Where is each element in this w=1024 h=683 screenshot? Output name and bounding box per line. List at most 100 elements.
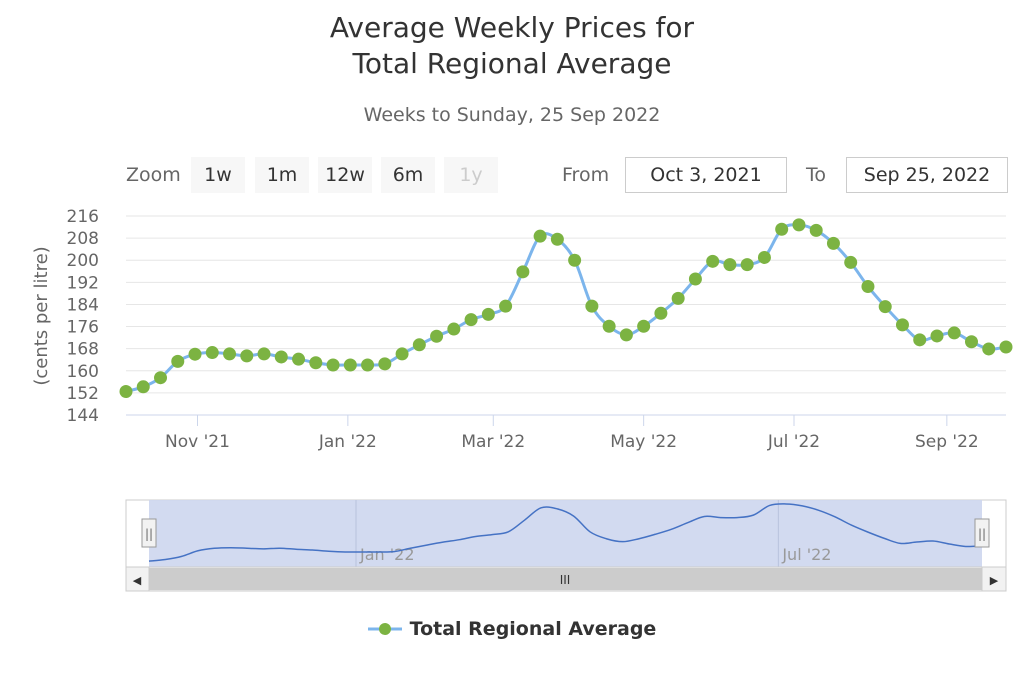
y-tick-label: 216	[67, 207, 99, 227]
chart-subtitle: Weeks to Sunday, 25 Sep 2022	[363, 104, 661, 126]
x-tick-label: Jul '22	[767, 432, 820, 452]
to-label: To	[806, 164, 827, 186]
scrollbar: III ◀ ▶	[125, 566, 1007, 592]
data-point[interactable]	[395, 347, 409, 361]
navigator-selection[interactable]	[149, 500, 982, 567]
data-point[interactable]	[654, 306, 668, 320]
data-point[interactable]	[499, 299, 513, 313]
legend: Total Regional Average	[0, 618, 1024, 642]
data-point[interactable]	[844, 255, 858, 269]
navigator-left-handle-grip: ||	[145, 527, 153, 541]
scrollbar-track[interactable]	[125, 566, 1007, 592]
data-point[interactable]	[947, 326, 961, 340]
data-point[interactable]	[878, 300, 892, 314]
data-point[interactable]	[671, 291, 685, 305]
x-tick-label: Jan '22	[318, 432, 377, 452]
data-point[interactable]	[188, 347, 202, 361]
scrollbar-left-button[interactable]	[125, 566, 150, 592]
data-point[interactable]	[309, 356, 323, 370]
data-point[interactable]	[999, 340, 1013, 354]
series-line-total-regional-average	[125, 223, 1007, 393]
data-point[interactable]	[757, 250, 771, 264]
data-point[interactable]	[274, 350, 288, 364]
data-point[interactable]	[378, 357, 392, 371]
data-point[interactable]	[861, 279, 875, 293]
data-point[interactable]	[550, 232, 564, 246]
data-point[interactable]	[223, 347, 237, 361]
navigator-tick-label: Jan '22	[359, 545, 415, 564]
y-tick-label: 160	[67, 362, 99, 382]
navigator-ticks: Jan '22 Jul '22	[355, 500, 831, 567]
data-point[interactable]	[982, 342, 996, 356]
data-point[interactable]	[516, 265, 530, 279]
zoom-12w-button[interactable]: 12w	[318, 157, 372, 193]
data-point[interactable]	[119, 385, 133, 399]
x-tick-label: Sep '22	[915, 432, 979, 452]
y-tick-label: 152	[67, 384, 99, 404]
data-point[interactable]	[637, 319, 651, 333]
legend-marker-icon	[367, 623, 402, 635]
legend-label: Total Regional Average	[409, 618, 657, 640]
data-point[interactable]	[205, 346, 219, 360]
data-point[interactable]	[464, 313, 478, 327]
data-point[interactable]	[361, 358, 375, 372]
data-point[interactable]	[775, 222, 789, 236]
data-point[interactable]	[412, 338, 426, 352]
data-point[interactable]	[430, 329, 444, 343]
scroll-left-arrow-icon: ◀	[133, 574, 142, 587]
to-date-input[interactable]	[846, 157, 1008, 193]
zoom-1w-button[interactable]: 1w	[191, 157, 245, 193]
y-tick-label: 168	[67, 340, 99, 360]
navigator-tick-label: Jul '22	[781, 545, 831, 564]
navigator: Jan '22 Jul '22 || ||	[125, 499, 1007, 568]
data-point[interactable]	[481, 307, 495, 321]
from-label: From	[562, 164, 610, 186]
x-tick-label: Mar '22	[461, 432, 525, 452]
zoom-6m-button[interactable]: 6m	[381, 157, 435, 193]
legend-item-total-regional-average[interactable]: Total Regional Average	[367, 618, 657, 640]
navigator-right-handle-grip: ||	[978, 527, 986, 541]
data-point[interactable]	[723, 258, 737, 272]
zoom-label: Zoom	[126, 164, 181, 186]
navigator-left-handle[interactable]	[141, 518, 157, 548]
data-point[interactable]	[706, 254, 720, 268]
data-point[interactable]	[826, 236, 840, 250]
data-point[interactable]	[740, 258, 754, 272]
from-date-input[interactable]	[625, 157, 787, 193]
y-tick-label: 208	[67, 229, 99, 249]
navigator-right-handle[interactable]	[974, 518, 990, 548]
data-point[interactable]	[602, 319, 616, 333]
data-point[interactable]	[326, 358, 340, 372]
zoom-1m-button[interactable]: 1m	[255, 157, 309, 193]
data-point[interactable]	[533, 229, 547, 243]
x-tick-label: Nov '21	[165, 432, 230, 452]
data-point[interactable]	[792, 218, 806, 232]
data-point[interactable]	[688, 272, 702, 286]
y-tick-label: 200	[67, 251, 99, 271]
chart-title-line-1: Average Weekly Prices for	[329, 11, 695, 44]
data-point[interactable]	[895, 318, 909, 332]
data-point[interactable]	[964, 335, 978, 349]
data-point[interactable]	[585, 299, 599, 313]
data-point[interactable]	[343, 358, 357, 372]
scrollbar-thumb[interactable]	[149, 568, 982, 590]
scroll-right-arrow-icon: ▶	[990, 574, 999, 587]
y-tick-label: 184	[67, 295, 99, 315]
data-point[interactable]	[930, 329, 944, 343]
data-point[interactable]	[619, 328, 633, 342]
data-point[interactable]	[913, 333, 927, 347]
data-point[interactable]	[809, 223, 823, 237]
data-point[interactable]	[171, 354, 185, 368]
zoom-1y-button[interactable]: 1y	[444, 157, 498, 193]
data-point[interactable]	[154, 371, 168, 385]
data-point[interactable]	[240, 349, 254, 363]
data-point[interactable]	[136, 380, 150, 394]
data-point[interactable]	[447, 322, 461, 336]
scrollbar-right-button[interactable]	[981, 566, 1007, 592]
data-point[interactable]	[568, 253, 582, 267]
data-point[interactable]	[257, 347, 271, 361]
data-point[interactable]	[292, 352, 306, 366]
y-tick-label: 176	[67, 318, 99, 338]
